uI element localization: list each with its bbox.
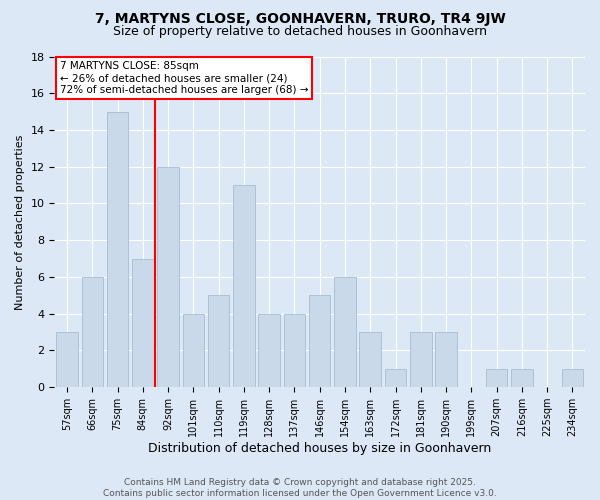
Bar	[233, 185, 254, 387]
Bar	[208, 296, 229, 387]
Bar	[182, 314, 204, 387]
Text: Size of property relative to detached houses in Goonhavern: Size of property relative to detached ho…	[113, 25, 487, 38]
Bar	[309, 296, 331, 387]
Bar	[56, 332, 78, 387]
Bar	[82, 277, 103, 387]
Bar	[486, 369, 508, 387]
Bar	[385, 369, 406, 387]
Bar	[511, 369, 533, 387]
Bar	[157, 166, 179, 387]
Bar	[562, 369, 583, 387]
Bar	[435, 332, 457, 387]
Bar	[132, 258, 154, 387]
Bar	[359, 332, 381, 387]
Bar	[107, 112, 128, 387]
Text: 7, MARTYNS CLOSE, GOONHAVERN, TRURO, TR4 9JW: 7, MARTYNS CLOSE, GOONHAVERN, TRURO, TR4…	[95, 12, 505, 26]
Bar	[410, 332, 431, 387]
Y-axis label: Number of detached properties: Number of detached properties	[15, 134, 25, 310]
Text: 7 MARTYNS CLOSE: 85sqm
← 26% of detached houses are smaller (24)
72% of semi-det: 7 MARTYNS CLOSE: 85sqm ← 26% of detached…	[60, 62, 308, 94]
X-axis label: Distribution of detached houses by size in Goonhavern: Distribution of detached houses by size …	[148, 442, 491, 455]
Bar	[259, 314, 280, 387]
Bar	[284, 314, 305, 387]
Text: Contains HM Land Registry data © Crown copyright and database right 2025.
Contai: Contains HM Land Registry data © Crown c…	[103, 478, 497, 498]
Bar	[334, 277, 356, 387]
